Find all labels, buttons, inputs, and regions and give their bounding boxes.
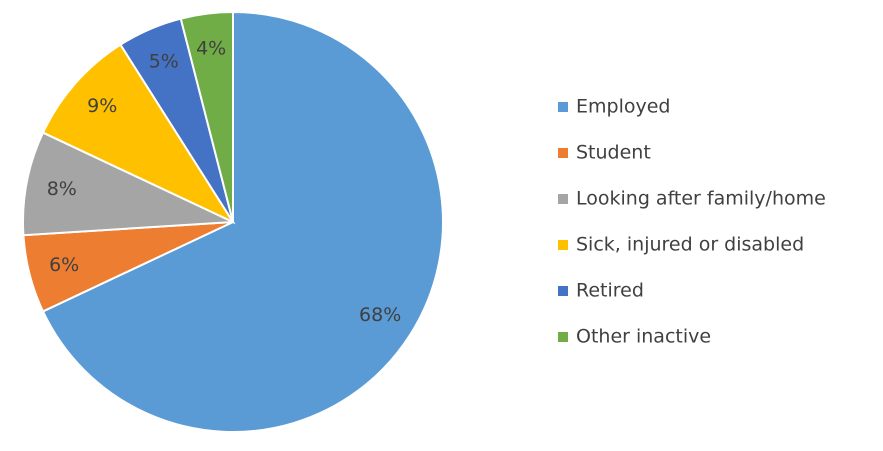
legend-swatch [558,332,568,342]
data-label: 4% [196,38,226,60]
pie-slice [179,10,234,223]
data-label: 68% [359,304,401,326]
legend-swatch [558,286,568,296]
legend-swatch [558,194,568,204]
legend-label: Sick, injured or disabled [576,234,804,256]
legend-swatch [558,148,568,158]
data-label: 6% [49,254,79,276]
pie-slice [22,131,234,237]
pie-slice [41,43,236,225]
data-label: 5% [149,51,179,73]
legend-label: Other inactive [576,326,711,348]
legend-swatch [558,102,568,112]
legend-label: Employed [576,96,670,118]
legend-label: Retired [576,280,644,302]
legend-label: Looking after family/home [576,188,826,210]
pie-slice [41,10,444,433]
legend-label: Student [576,142,651,164]
legend-swatch [558,240,568,250]
data-label: 9% [87,95,117,117]
data-label: 8% [47,178,77,200]
